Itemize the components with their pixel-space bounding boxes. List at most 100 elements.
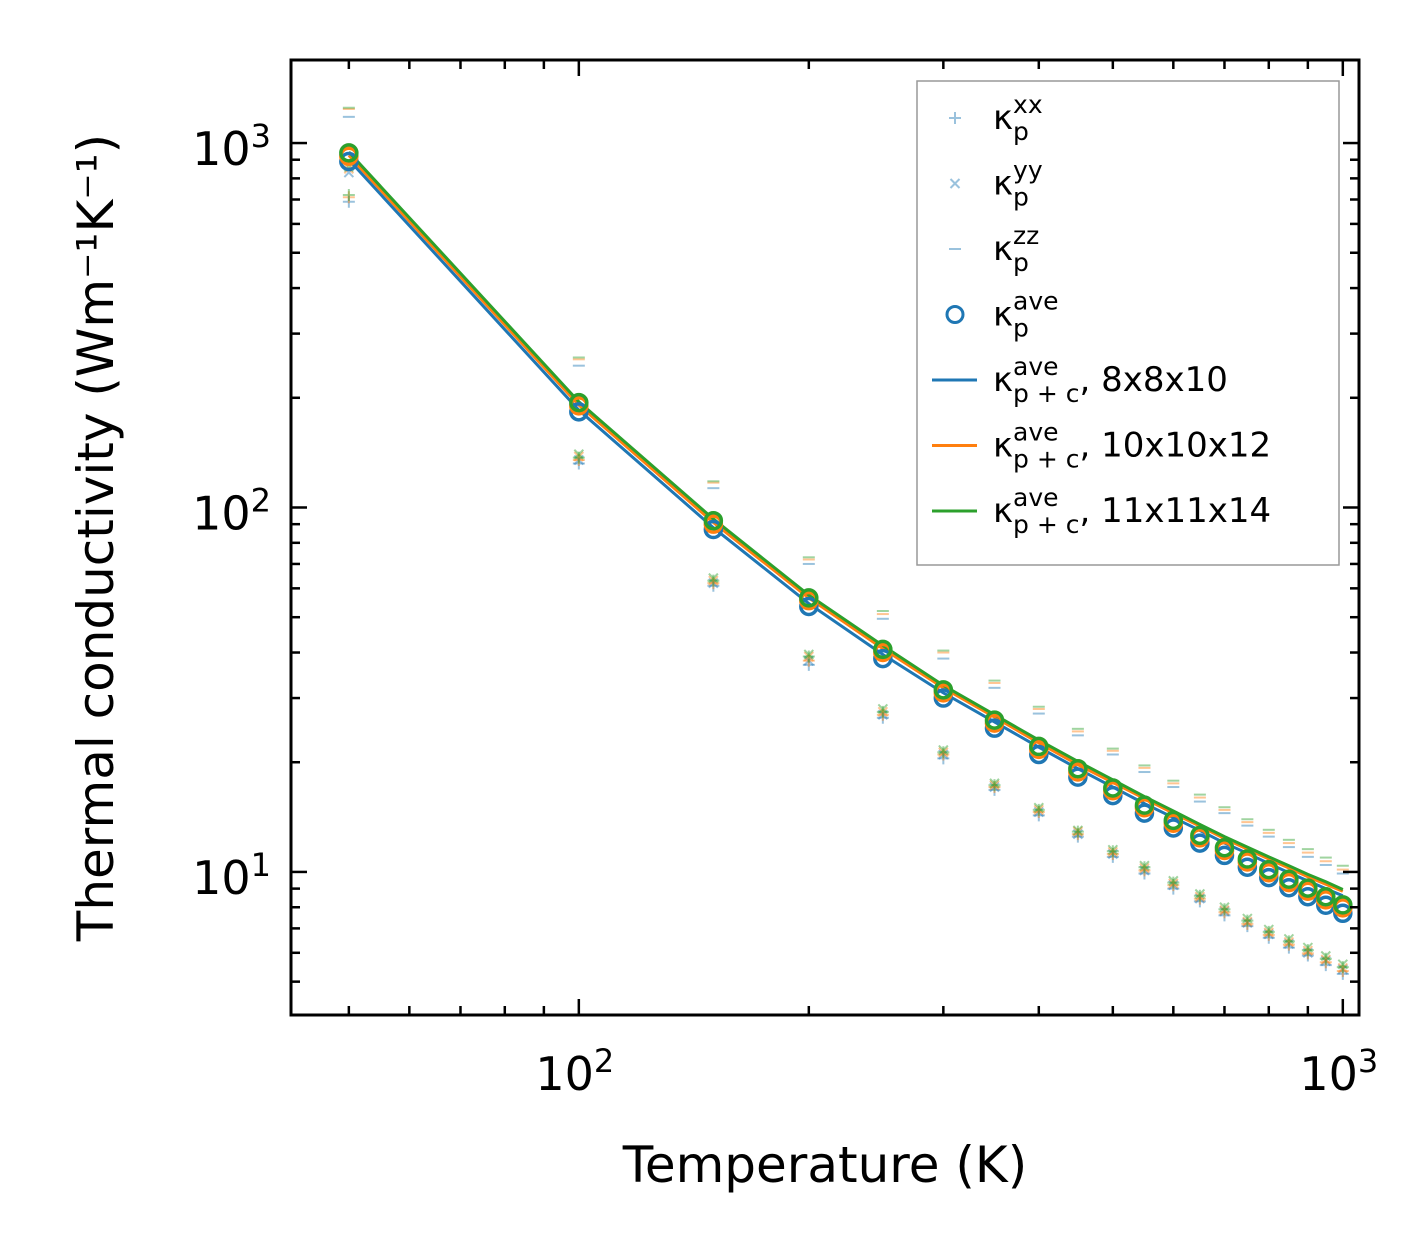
kyy-point: [1242, 913, 1253, 924]
kyy-point: [1320, 955, 1331, 967]
kyy-point: [938, 749, 949, 760]
kave-point: [1103, 778, 1123, 798]
legend-entry: κxx p: [949, 90, 1043, 146]
kxx-point: [1193, 889, 1206, 902]
legend-label: κxx p: [993, 90, 1043, 146]
kxx-point: [342, 195, 355, 208]
kxx-point: [1218, 903, 1231, 916]
kave-point: [1279, 869, 1299, 889]
legend-entry: κzz p: [949, 221, 1039, 277]
kxx-point: [802, 650, 815, 663]
kxx-point: [707, 577, 720, 590]
kxx-point: [1071, 825, 1084, 838]
y-axis-title: Thermal conductivity (Wm⁻¹K⁻¹): [67, 134, 125, 942]
kyy-point: [573, 449, 585, 460]
kyy-point: [1320, 954, 1331, 965]
kyy-point: [803, 651, 815, 662]
kxx-point: [876, 708, 889, 721]
kxx-point: [572, 457, 585, 470]
kyy-point: [1302, 942, 1314, 953]
kave-point: [1214, 838, 1235, 858]
kxx-point: [1106, 848, 1119, 861]
legend: κxx p κyy p κzz p κave p κave p + c, 8x8x10 κave p …: [916, 80, 1340, 566]
kpc-line-11x11x14: [347, 150, 1344, 891]
kave-point: [873, 648, 893, 669]
kxx-point: [1167, 879, 1180, 892]
kyy-point: [1194, 893, 1206, 904]
series-11x11x14-kave: [339, 143, 1353, 915]
kyy-point: [1033, 804, 1044, 816]
kyy-point: [1168, 875, 1179, 887]
kxx-point: [342, 189, 355, 202]
kyy-point: [708, 577, 719, 589]
kave-point: [984, 710, 1005, 730]
kxx-point: [1282, 941, 1295, 954]
kxx-point: [1262, 931, 1275, 944]
kave-point: [703, 510, 724, 531]
kxx-point: [937, 752, 950, 765]
kave-point: [339, 143, 359, 163]
plot-marks: [339, 106, 1353, 980]
kyy-point: [1302, 947, 1314, 958]
kyy-point: [1219, 905, 1230, 916]
kyy-point: [1072, 828, 1084, 840]
kxx-point: [876, 711, 889, 724]
kxx-point: [1241, 920, 1254, 933]
legend-entry: κave p + c, 10x10x12: [932, 418, 1271, 474]
kxx-point: [1319, 952, 1332, 965]
kyy-point: [938, 744, 949, 756]
plot-frame: [289, 58, 1361, 1017]
kave-point: [1259, 859, 1279, 880]
kyy-point: [1107, 846, 1119, 858]
kxx-point: [1262, 925, 1275, 938]
kyy-point: [1168, 879, 1179, 891]
kxx-point: [1138, 867, 1151, 880]
kxx-point: [1193, 895, 1206, 908]
kxx-point: [1336, 961, 1349, 974]
kyy-point: [803, 649, 815, 660]
kave-point: [799, 588, 819, 608]
kave-point: [1333, 895, 1353, 915]
kyy-point: [1139, 860, 1150, 871]
legend-label: κzz p: [993, 221, 1039, 277]
series-11x11x14-components: [342, 106, 1349, 974]
legend-label: κave p + c, 10x10x12: [993, 418, 1271, 474]
kyy-point: [1033, 802, 1044, 813]
x-tick-label: 103: [1299, 1042, 1378, 1101]
kyy-point: [1283, 933, 1295, 945]
kyy-point: [989, 779, 1000, 791]
legend-entry: κave p: [945, 287, 1059, 343]
kave-point: [569, 392, 589, 413]
kyy-point: [877, 709, 889, 720]
kxx-point: [1138, 861, 1151, 874]
legend-plus-marker: [949, 112, 961, 124]
kxx-point: [802, 654, 815, 667]
kxx-point: [707, 579, 720, 592]
kyy-point: [1072, 825, 1084, 836]
kyy-point: [1033, 806, 1044, 818]
legend-box: [916, 80, 1340, 566]
kxx-point: [1319, 959, 1332, 972]
x-tick-label: 102: [535, 1042, 614, 1101]
kxx-point: [572, 451, 585, 464]
kave-point: [1163, 810, 1184, 831]
kxx-point: [1167, 882, 1180, 895]
kyy-point: [1337, 964, 1349, 975]
legend-label: κave p + c, 11x11x14: [993, 483, 1271, 539]
kxx-point: [1262, 928, 1275, 941]
kxx-point: [1106, 845, 1119, 858]
kyy-point: [989, 781, 1000, 793]
kxx-point: [1241, 917, 1254, 930]
kxx-point: [802, 658, 815, 671]
kxx-point: [1106, 850, 1119, 863]
kyy-point: [1168, 878, 1179, 889]
kxx-point: [988, 779, 1001, 792]
kxx-point: [1282, 938, 1295, 951]
kyy-point: [989, 778, 1000, 789]
legend-label: κyy p: [993, 156, 1043, 212]
kxx-point: [1071, 830, 1084, 843]
kyy-point: [938, 747, 949, 758]
kxx-point: [1301, 949, 1314, 962]
kave-point: [1068, 758, 1088, 779]
